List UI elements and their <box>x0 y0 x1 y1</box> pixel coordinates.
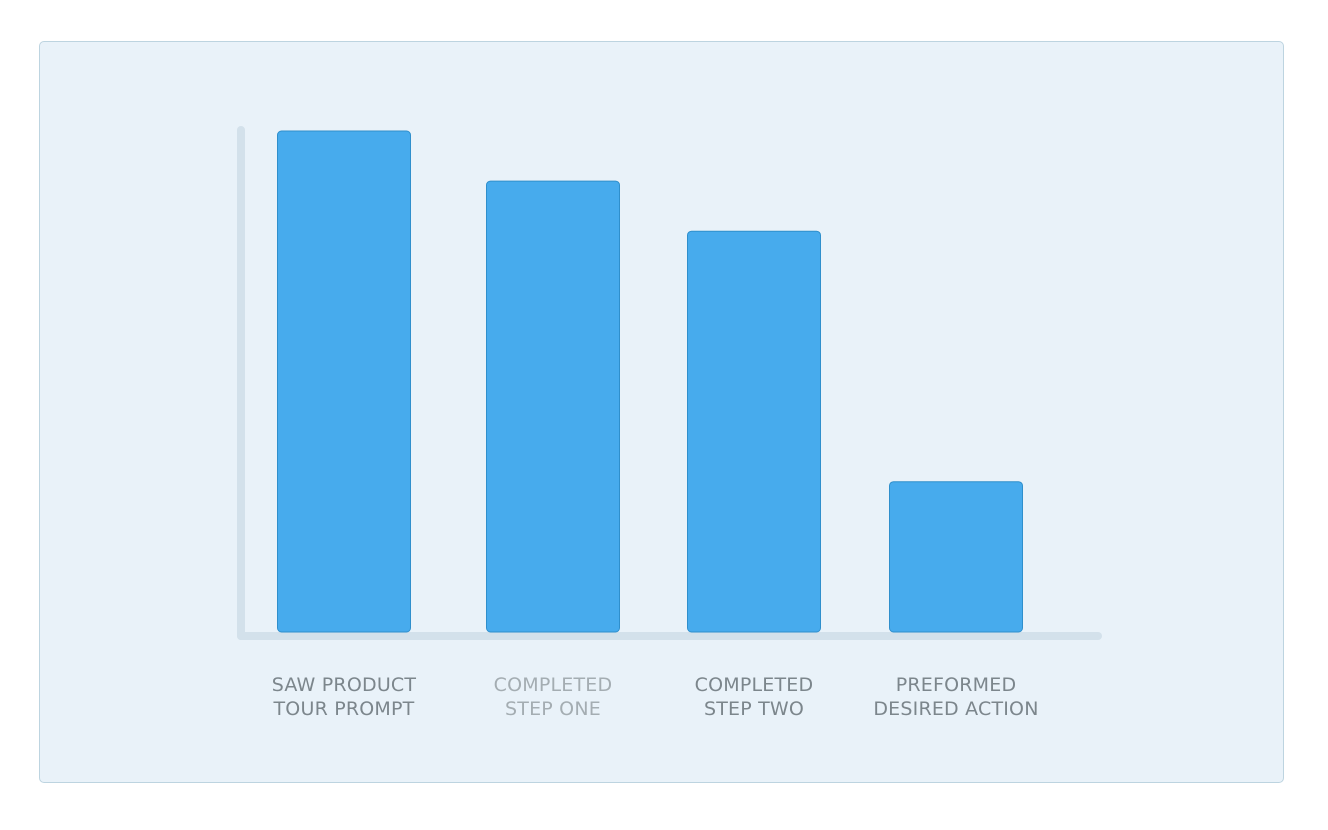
bar-2 <box>486 180 620 633</box>
category-label-1: SAW PRODUCT TOUR PROMPT <box>272 674 417 720</box>
bars-group <box>277 130 1023 633</box>
category-label-line: PREFORMED <box>896 674 1017 696</box>
bar-3 <box>687 230 821 633</box>
category-label-4: PREFORMED DESIRED ACTION <box>873 674 1038 720</box>
category-label-line: SAW PRODUCT <box>272 674 417 696</box>
bar-1 <box>277 130 411 633</box>
chart-panel <box>39 41 1284 783</box>
category-label-line: DESIRED ACTION <box>873 698 1038 720</box>
category-label-line: TOUR PROMPT <box>273 698 415 720</box>
category-label-line: STEP ONE <box>505 698 601 720</box>
category-label-line: STEP TWO <box>704 698 804 720</box>
category-label-2: COMPLETED STEP ONE <box>494 674 613 720</box>
bar-4 <box>889 481 1023 633</box>
category-label-line: COMPLETED <box>695 674 814 696</box>
category-label-line: COMPLETED <box>494 674 613 696</box>
category-label-3: COMPLETED STEP TWO <box>695 674 814 720</box>
